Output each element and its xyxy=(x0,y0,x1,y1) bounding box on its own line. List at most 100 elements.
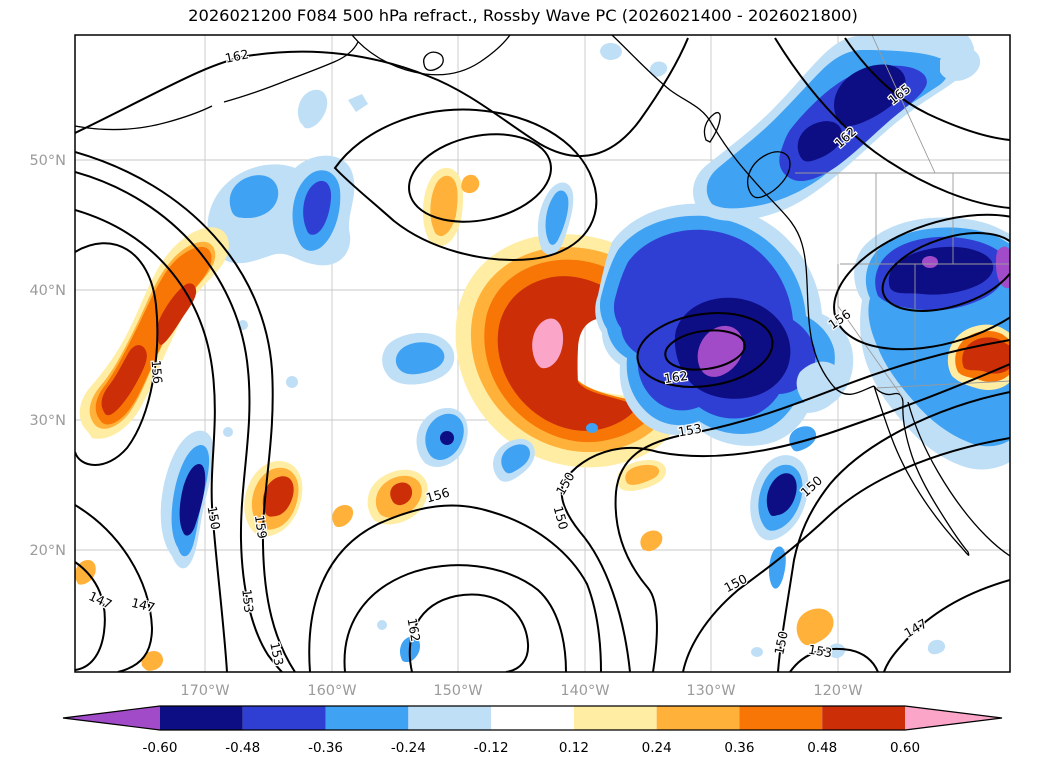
colorbar-segment xyxy=(739,706,823,730)
contour-line xyxy=(833,213,1010,351)
anomaly-region xyxy=(769,546,786,589)
x-axis-tick-label: 160°W xyxy=(307,683,356,699)
contour-line xyxy=(844,37,1010,141)
contour-line xyxy=(75,209,228,672)
contour-line xyxy=(408,593,530,672)
colorbar-segment xyxy=(242,706,326,730)
contour-label: 162 xyxy=(663,368,689,386)
anomaly-region xyxy=(156,283,197,345)
anomaly-region xyxy=(501,444,530,474)
contour-line xyxy=(789,647,879,672)
contour-line xyxy=(333,108,598,261)
anomaly-region xyxy=(377,620,387,630)
x-axis-tick-label: 130°W xyxy=(686,683,735,699)
contour-line xyxy=(308,504,602,672)
coastline-gulf-of-california xyxy=(907,401,1010,557)
anomaly-region xyxy=(395,342,445,375)
contour-line xyxy=(343,564,567,672)
contour-line xyxy=(560,363,1010,672)
anomaly-region xyxy=(141,651,164,671)
colorbar-tick-label: 0.48 xyxy=(807,740,837,756)
anomaly-region xyxy=(179,464,206,536)
colorbar-segment xyxy=(408,706,492,730)
y-axis-tick-label: 50°N xyxy=(29,153,66,169)
contour-label: 153 xyxy=(807,642,833,661)
contour-line xyxy=(774,37,1010,209)
contour-label: 162 xyxy=(405,617,424,643)
x-axis-tick-label: 140°W xyxy=(560,683,609,699)
anomaly-region xyxy=(223,427,233,437)
contour-label: 156 xyxy=(148,359,165,384)
map-frame xyxy=(74,34,1011,673)
anomaly-region xyxy=(789,426,817,452)
contour-label: 159 xyxy=(252,514,270,540)
contour-label: 156 xyxy=(424,485,451,506)
contour-line xyxy=(777,391,1010,672)
contour-line xyxy=(408,133,552,223)
contour-label: 153 xyxy=(239,588,256,613)
x-axis-tick-label: 120°W xyxy=(813,683,862,699)
colorbar-tick-label: 0.60 xyxy=(890,740,920,756)
x-axis-tick-label: 170°W xyxy=(180,683,229,699)
anomaly-region xyxy=(796,361,845,407)
colorbar: -0.60 -0.48 -0.36 -0.24 -0.12 0.12 0.24 0.36 0.4… xyxy=(62,705,1003,756)
contour-line xyxy=(75,504,154,672)
contour-line xyxy=(75,151,296,672)
contour-line xyxy=(75,37,689,157)
anomaly-region xyxy=(927,639,946,655)
colorbar-tick-label: -0.12 xyxy=(474,740,509,756)
anomaly-region xyxy=(796,608,834,646)
anomaly-region xyxy=(828,643,846,659)
coastline-north-america xyxy=(611,35,875,395)
anomaly-region xyxy=(440,431,454,445)
contour-line xyxy=(664,329,746,371)
coastline-aleutians-west xyxy=(75,105,213,131)
contour-line xyxy=(75,171,283,672)
contour-label: 153 xyxy=(267,641,287,667)
anomaly-region xyxy=(940,47,981,81)
anomaly-region xyxy=(532,318,564,369)
contour-label: 162 xyxy=(224,46,250,66)
anomaly-region xyxy=(625,464,660,485)
latitude-axis-labels: 50°N 40°N 30°N 20°N xyxy=(29,153,66,559)
contour-label: 150 xyxy=(771,630,791,657)
anomaly-region xyxy=(545,190,569,245)
border-california-nevada xyxy=(837,264,904,399)
contour-label: 147 xyxy=(130,595,157,615)
border-bc-alberta xyxy=(871,35,936,174)
anomaly-region xyxy=(751,647,763,657)
longitude-axis-labels: 170°W 160°W 150°W 140°W 130°W 120°W xyxy=(180,683,862,699)
colorbar-below-arrow xyxy=(63,706,160,730)
anomaly-region xyxy=(262,476,294,517)
colorbar-tick-label: 0.12 xyxy=(559,740,589,756)
anomaly-region xyxy=(461,174,480,194)
coastline-vancouver-island xyxy=(747,151,791,199)
anomaly-region xyxy=(303,180,332,235)
coastline-kodiak-island xyxy=(423,51,444,71)
y-axis-tick-label: 30°N xyxy=(29,413,66,429)
contour-label: 147 xyxy=(901,616,929,641)
anomaly-region xyxy=(286,376,298,388)
contour-line xyxy=(75,561,106,671)
border-us-mexico xyxy=(875,380,1010,389)
anomaly-region xyxy=(649,61,668,77)
contour-label: 153 xyxy=(677,421,703,440)
contour-line xyxy=(682,437,1010,672)
anomaly-region xyxy=(797,121,843,162)
colorbar-segment xyxy=(491,706,574,730)
anomaly-region xyxy=(332,504,354,527)
anomaly-region xyxy=(297,89,328,129)
colorbar-tick-label: -0.24 xyxy=(391,740,426,756)
anomaly-shading xyxy=(75,36,1010,671)
colorbar-tick-label: -0.48 xyxy=(225,740,260,756)
anomaly-region xyxy=(348,94,368,112)
contour-label: 150 xyxy=(551,504,572,531)
colorbar-segment xyxy=(656,706,740,730)
contour-lines xyxy=(75,37,1010,672)
chart-title: 2026021200 F084 500 hPa refract., Rossby… xyxy=(188,6,858,25)
colorbar-segment xyxy=(325,706,409,730)
anomaly-region xyxy=(640,530,663,552)
colorbar-tick-label: 0.36 xyxy=(724,740,754,756)
